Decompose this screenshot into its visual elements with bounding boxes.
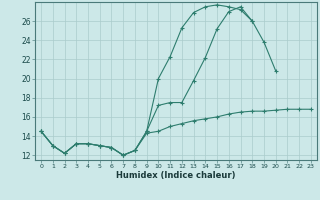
X-axis label: Humidex (Indice chaleur): Humidex (Indice chaleur) [116, 171, 236, 180]
